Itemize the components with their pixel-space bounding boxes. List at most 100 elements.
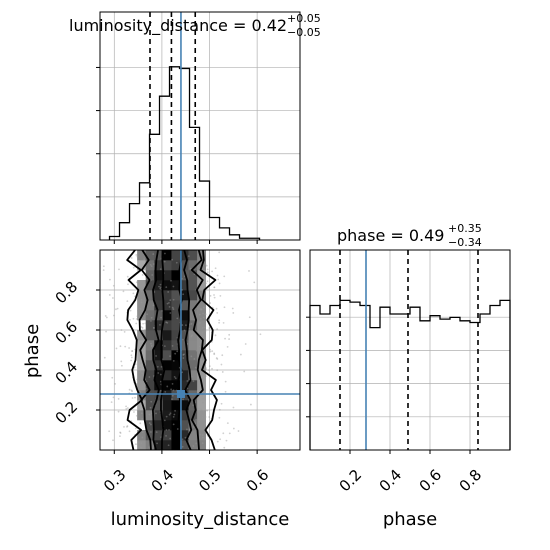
sample-point <box>206 271 209 274</box>
sample-point <box>126 275 129 278</box>
density-cell <box>197 250 207 261</box>
sample-point <box>188 428 191 431</box>
density-cell <box>154 400 164 411</box>
density-cell <box>188 420 198 431</box>
distance-title: luminosity_distance = 0.42 +0.05 −0.05 <box>69 12 321 39</box>
sample-point <box>208 369 210 372</box>
density-cell <box>171 330 181 341</box>
sample-point <box>114 382 117 385</box>
density-cell <box>137 330 147 341</box>
sample-point <box>139 446 142 449</box>
density-cell <box>154 370 164 381</box>
density-cell <box>137 280 147 291</box>
sample-point <box>218 319 221 322</box>
sample-point <box>218 251 221 254</box>
sample-point <box>181 324 184 326</box>
sample-point <box>133 411 135 413</box>
density-cell <box>162 340 172 351</box>
density-cell <box>180 310 189 321</box>
sample-point <box>120 364 123 367</box>
sample-point <box>139 366 142 369</box>
sample-point <box>232 406 235 409</box>
sample-point <box>119 432 122 434</box>
sample-point <box>150 265 153 268</box>
sample-point <box>204 367 207 369</box>
sample-point <box>102 265 105 268</box>
density-cell <box>145 330 155 341</box>
density-cell <box>162 280 172 291</box>
sample-point <box>139 390 142 393</box>
density-cell <box>137 370 147 381</box>
sample-point <box>198 420 201 423</box>
sample-point <box>214 267 217 270</box>
sample-point <box>141 385 144 388</box>
sample-point <box>163 252 166 255</box>
sample-point <box>136 255 139 258</box>
sample-point <box>199 318 202 320</box>
sample-point <box>204 282 207 285</box>
sample-point <box>249 403 252 406</box>
phase-histogram <box>309 299 511 450</box>
sample-point <box>204 313 207 316</box>
sample-point <box>152 263 155 265</box>
density-cell <box>171 250 181 261</box>
sample-point <box>136 315 139 318</box>
sample-point <box>159 283 162 286</box>
sample-point <box>140 442 143 444</box>
density-cell <box>197 330 207 341</box>
sample-point <box>141 327 144 329</box>
sample-point <box>217 278 220 281</box>
sample-point <box>244 343 247 345</box>
distance-quantile-lines <box>149 12 197 240</box>
density-cell <box>188 260 198 271</box>
sample-point <box>165 321 168 324</box>
density-cell <box>162 360 172 371</box>
sample-point <box>141 274 144 276</box>
sample-point <box>209 348 212 351</box>
density-cell <box>180 350 189 361</box>
sample-point <box>131 350 134 352</box>
sample-point <box>149 263 152 266</box>
density-cell <box>162 350 172 361</box>
sample-point <box>248 270 250 272</box>
sample-point <box>175 261 178 264</box>
density-cell <box>188 390 198 401</box>
sample-point <box>198 410 201 413</box>
sample-point <box>170 388 173 391</box>
sample-point <box>222 321 225 324</box>
sample-point <box>150 400 153 403</box>
density-cell <box>188 270 198 281</box>
density-cell <box>145 360 155 371</box>
sample-point <box>157 372 160 374</box>
density-cell <box>180 420 189 431</box>
sample-point <box>156 365 159 368</box>
sample-point <box>126 407 129 409</box>
sample-point <box>159 287 162 290</box>
sample-point <box>208 365 211 368</box>
sample-point <box>149 431 152 433</box>
sample-point <box>165 434 167 437</box>
sample-point <box>139 362 142 365</box>
sample-point <box>138 441 140 444</box>
sample-point <box>136 378 139 381</box>
sample-point <box>202 316 205 319</box>
sample-point <box>216 328 219 331</box>
sample-point <box>141 318 143 321</box>
density-cell <box>137 390 147 401</box>
sample-point <box>165 286 168 289</box>
density-cell <box>154 390 164 401</box>
sample-point <box>192 426 195 428</box>
density-cell <box>197 410 207 421</box>
phase-title-minus: −0.34 <box>448 236 482 249</box>
density-cell <box>162 440 172 451</box>
distance-title-minus: −0.05 <box>287 26 321 39</box>
sample-point <box>226 345 229 348</box>
density-image <box>137 250 207 451</box>
sample-point <box>201 395 204 398</box>
density-cell <box>188 290 198 301</box>
density-cell <box>154 270 164 281</box>
sample-point <box>169 312 172 314</box>
density-cell <box>137 250 147 261</box>
density-cell <box>197 440 207 451</box>
truth-marker <box>176 390 185 398</box>
